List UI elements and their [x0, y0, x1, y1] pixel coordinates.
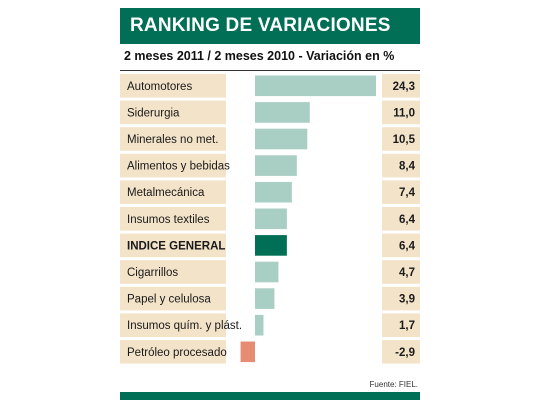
chart-subtitle: 2 meses 2011 / 2 meses 2010 - Variación … [124, 49, 395, 63]
bar [255, 288, 275, 309]
value-label-bg [382, 127, 420, 151]
footer-bar [120, 392, 420, 400]
title-divider [120, 70, 420, 71]
value-label: 6,4 [399, 214, 416, 226]
value-label-bg [382, 74, 420, 98]
value-label: 7,4 [399, 187, 416, 199]
value-label: 8,4 [399, 161, 416, 173]
category-label: Automotores [127, 81, 192, 93]
bar [255, 208, 287, 230]
bar [240, 341, 255, 363]
value-label-bg [382, 153, 420, 178]
bar [255, 314, 264, 336]
category-label: INDICE GENERAL [127, 240, 225, 252]
category-label: Papel y celulosa [127, 294, 211, 306]
value-label: 6,4 [399, 240, 416, 252]
category-label-bg [120, 340, 226, 364]
category-label-bg [120, 180, 226, 204]
value-label: 24,3 [393, 81, 415, 93]
value-label: 1,7 [399, 320, 415, 332]
value-label-bg [382, 286, 420, 311]
category-label-bg [120, 286, 226, 311]
bar [255, 235, 287, 256]
category-label: Alimentos y bebidas [127, 161, 230, 173]
category-label-bg [120, 260, 226, 284]
category-label: Insumos textiles [127, 214, 210, 226]
category-label: Insumos quím. y plást. [127, 320, 242, 332]
category-label: Petróleo procesado [127, 347, 227, 359]
value-label: 3,9 [399, 294, 415, 306]
chart-title: RANKING DE VARIACIONES [120, 8, 420, 44]
value-label: 11,0 [393, 107, 415, 119]
value-label-bg [382, 313, 420, 337]
category-label-bg [120, 233, 226, 258]
value-label: 4,7 [399, 267, 415, 279]
category-label-bg [120, 74, 226, 98]
bar [255, 261, 279, 283]
category-label-bg [120, 207, 226, 231]
value-label: 10,5 [393, 134, 416, 146]
value-label-bg [382, 100, 420, 125]
value-label-bg [382, 233, 420, 258]
bar [255, 128, 308, 150]
chart-panel: Automotores 24,3 Siderurgia 11,0 Minerales n… [120, 74, 420, 367]
category-label: Siderurgia [127, 107, 180, 119]
category-label: Cigarrillos [127, 267, 178, 279]
category-label: Minerales no met. [127, 134, 218, 146]
category-label-bg [120, 127, 226, 151]
value-label-bg [382, 340, 420, 364]
value-label-bg [382, 260, 420, 284]
bar [255, 155, 297, 176]
category-label-bg [120, 313, 226, 337]
value-label-bg [382, 207, 420, 231]
source-note: Fuente: FIEL. [369, 380, 418, 389]
category-label: Metalmecánica [127, 187, 205, 199]
value-label-bg [382, 180, 420, 204]
bar [255, 75, 376, 97]
bar [255, 181, 292, 203]
bar [255, 102, 310, 123]
value-label: -2,9 [395, 347, 415, 359]
bar-chart: Automotores 24,3 Siderurgia 11,0 Minerales n… [120, 74, 420, 364]
category-label-bg [120, 153, 226, 178]
category-label-bg [120, 100, 226, 125]
